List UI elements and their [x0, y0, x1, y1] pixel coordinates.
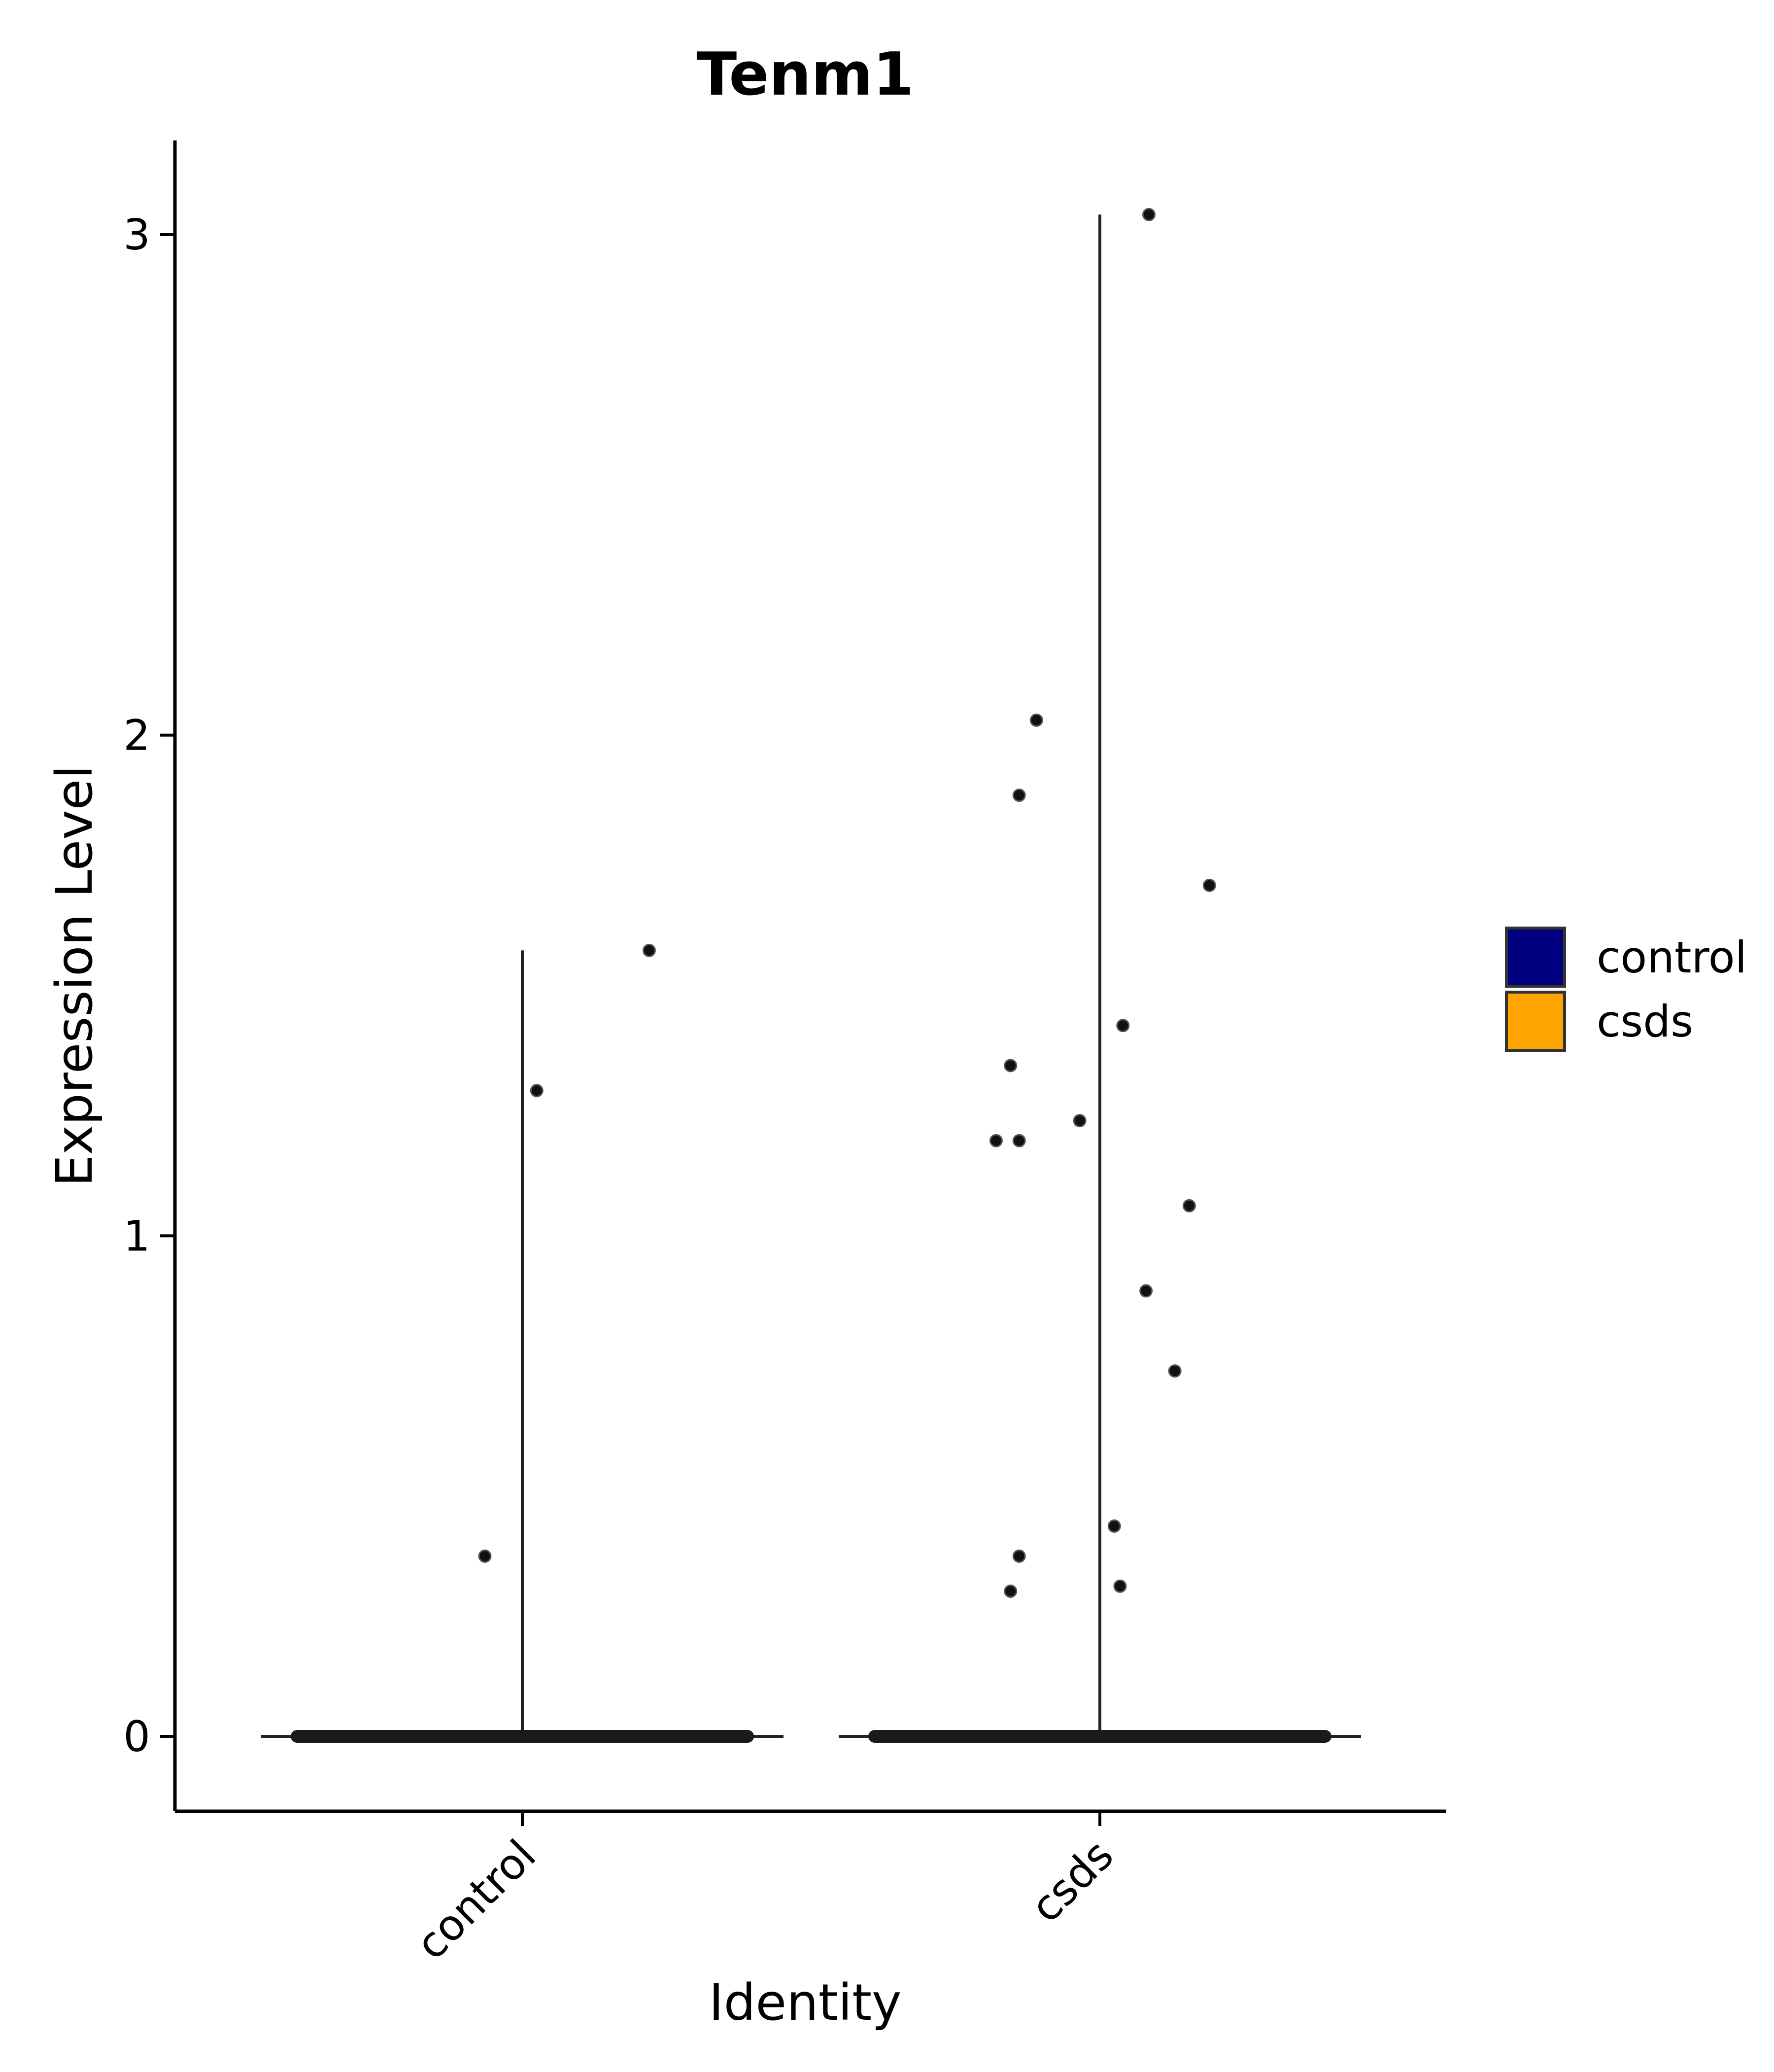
data-point-csds [1113, 1579, 1127, 1593]
x-tick-label-csds: csds [1022, 1830, 1123, 1932]
data-point-csds [1004, 1059, 1018, 1072]
data-point-csds [1182, 1199, 1196, 1212]
data-point-csds [1168, 1364, 1182, 1378]
legend-label-control: control [1597, 932, 1747, 983]
y-tick-label: 0 [123, 1712, 150, 1761]
data-point-csds [1012, 789, 1026, 802]
data-point-control [530, 1084, 544, 1098]
zero-points-control [291, 1730, 754, 1743]
data-point-csds [1012, 1134, 1026, 1147]
data-point-csds [1116, 1019, 1130, 1033]
data-point-csds [1012, 1549, 1026, 1563]
x-axis-title: Identity [709, 1973, 902, 2032]
data-point-control [642, 943, 656, 957]
legend-label-csds: csds [1597, 996, 1693, 1047]
data-point-control [478, 1549, 492, 1563]
y-axis: 0 1 2 3 [123, 140, 177, 1811]
points-layer [478, 207, 1216, 1598]
data-point-csds [1004, 1584, 1018, 1598]
x-tick-label-control: control [407, 1830, 546, 1969]
data-point-csds [1139, 1284, 1153, 1298]
y-axis-title: Expression Level [45, 765, 104, 1186]
data-point-csds [989, 1134, 1003, 1147]
data-point-csds [1142, 207, 1156, 221]
y-tick-label: 1 [123, 1211, 150, 1261]
zero-points-csds [868, 1730, 1331, 1743]
violin-csds [839, 214, 1361, 1743]
legend-swatch-control [1505, 927, 1566, 988]
x-axis: control csds [175, 1809, 1446, 1969]
y-tick-label: 2 [123, 711, 150, 760]
data-point-csds [1107, 1519, 1121, 1533]
data-point-csds [1073, 1114, 1087, 1128]
legend: control csds [1505, 927, 1747, 1052]
y-tick-label: 3 [123, 210, 150, 260]
data-point-csds [1029, 713, 1043, 727]
violin-control [261, 950, 784, 1743]
legend-swatch-csds [1505, 991, 1566, 1052]
violin-layer [261, 214, 1361, 1743]
chart-title: Tenm1 [696, 40, 914, 109]
data-point-csds [1202, 878, 1216, 892]
